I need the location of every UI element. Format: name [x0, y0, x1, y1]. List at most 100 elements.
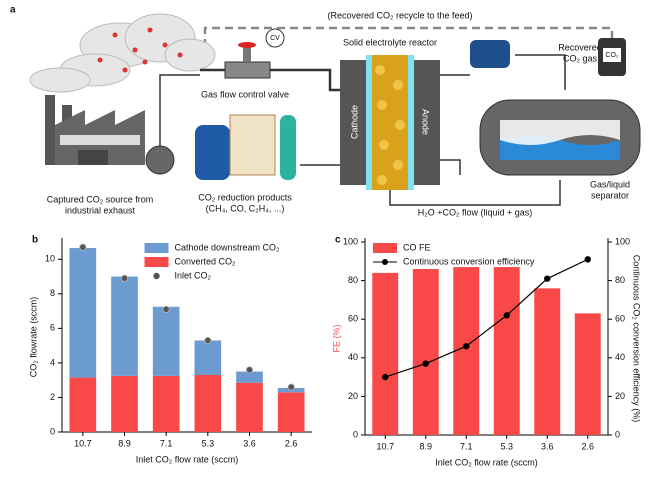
y-tick-label: 2 — [50, 392, 55, 402]
point — [204, 336, 212, 345]
product-crate — [229, 114, 276, 176]
pump — [470, 40, 510, 68]
x-tick-label: 2.6 — [581, 441, 594, 451]
y2-tick-label: 100 — [615, 236, 630, 246]
legend-marker — [382, 259, 388, 265]
products-label: (CH₄, CO, C₂H₄, ...) — [206, 203, 285, 213]
recovered-gas-label: Recovered — [558, 42, 602, 52]
legend-marker — [153, 272, 160, 280]
cylinder-tag — [603, 48, 621, 62]
line-marker — [503, 312, 510, 319]
flow-label: H₂O +CO₂ flow (liquid + gas) — [418, 207, 533, 217]
legend-swatch — [373, 243, 397, 253]
bar — [236, 382, 263, 432]
y2-tick-label: 40 — [615, 352, 625, 362]
y2-tick-label: 60 — [615, 314, 625, 324]
x-tick-label: 2.6 — [285, 438, 298, 448]
valve-stem — [243, 45, 251, 62]
bar — [277, 392, 305, 432]
x-axis-label: Inlet CO₂ flow rate (sccm) — [136, 454, 239, 464]
pipe — [440, 54, 566, 175]
bar — [194, 375, 222, 432]
product-drum — [195, 125, 230, 180]
bar — [69, 248, 97, 378]
y-tick-label: 40 — [348, 352, 358, 362]
legend-label: Cathode downstream CO₂ — [175, 242, 281, 252]
x-tick-label: 7.1 — [460, 441, 473, 451]
y-tick-label: 10 — [45, 254, 55, 264]
bar — [111, 276, 138, 376]
y-tick-label: 8 — [50, 288, 55, 298]
cylinder-label: CO₂ — [605, 52, 619, 59]
x-tick-label: 10.7 — [376, 441, 394, 451]
legend-label: CO FE — [403, 242, 431, 252]
cathode — [340, 60, 370, 185]
bar — [236, 371, 263, 383]
recycle-label: (Recovered CO₂ recycle to the feed) — [327, 10, 472, 20]
y2-tick-label: 20 — [615, 391, 625, 401]
anode — [410, 60, 440, 185]
cathode-label: Cathode — [349, 105, 359, 139]
x-tick-label: 5.3 — [500, 441, 513, 451]
point — [120, 274, 129, 282]
x-tick-label: 10.7 — [74, 438, 92, 448]
y-tick-label: 0 — [353, 429, 358, 439]
line-marker — [584, 256, 591, 263]
cv-tag-label: CV — [270, 35, 280, 42]
point — [162, 305, 170, 313]
bar — [493, 267, 520, 435]
line-marker — [382, 373, 389, 381]
bar — [152, 306, 180, 376]
y2-tick-label: 80 — [615, 275, 625, 285]
y-tick-label: 6 — [50, 323, 55, 333]
panel-label: c — [335, 235, 341, 246]
y-tick-label: 0 — [50, 426, 55, 436]
y-axis-label: CO₂ flowrate (sccm) — [28, 297, 38, 378]
bar — [111, 375, 138, 432]
line-marker — [463, 343, 470, 350]
product-cylinder — [280, 115, 296, 180]
point — [245, 366, 254, 374]
y-tick-label: 20 — [348, 391, 358, 401]
reactor-label: Solid electrolyte reactor — [343, 37, 437, 47]
legend-swatch — [144, 257, 169, 267]
y-tick-label: 4 — [50, 357, 55, 367]
y-tick-label: 80 — [348, 275, 358, 285]
valve — [224, 61, 271, 79]
bar — [152, 375, 180, 432]
valve-label: Gas flow control valve — [201, 89, 289, 99]
x-tick-label: 5.3 — [202, 438, 215, 448]
valve-handle — [238, 42, 256, 48]
panel-label: b — [32, 235, 38, 246]
source-label: Captured CO₂ source from — [47, 194, 154, 204]
panel-label: a — [10, 5, 16, 16]
bar — [194, 340, 222, 375]
co2-molecules — [97, 27, 183, 73]
legend-label: Inlet CO₂ — [175, 270, 212, 280]
y-tick-label: 100 — [343, 236, 358, 246]
collector-tank — [145, 145, 175, 175]
x-tick-label: 3.6 — [541, 441, 554, 451]
pipe — [159, 74, 200, 146]
x-axis-label: Inlet CO₂ flow rate (sccm) — [435, 457, 538, 467]
bar — [372, 272, 399, 435]
membrane — [408, 55, 414, 190]
x-tick-label: 7.1 — [160, 438, 173, 448]
separator-gas — [500, 120, 620, 145]
products-label: CO₂ reduction products — [198, 192, 292, 202]
y-tick-label: 60 — [348, 314, 358, 324]
x-tick-label: 3.6 — [243, 438, 256, 448]
y2-tick-label: 0 — [615, 429, 620, 439]
point — [287, 383, 295, 391]
line-marker — [544, 275, 551, 282]
bar — [534, 288, 561, 435]
separator-label: Gas/liquid — [590, 179, 630, 189]
bar — [574, 313, 601, 435]
x-tick-label: 8.9 — [419, 441, 432, 451]
bar — [412, 269, 439, 435]
cv-tag — [265, 28, 285, 48]
line — [385, 258, 589, 378]
y-axis-label: FE (%) — [331, 324, 341, 352]
x-tick-label: 8.9 — [118, 438, 131, 448]
